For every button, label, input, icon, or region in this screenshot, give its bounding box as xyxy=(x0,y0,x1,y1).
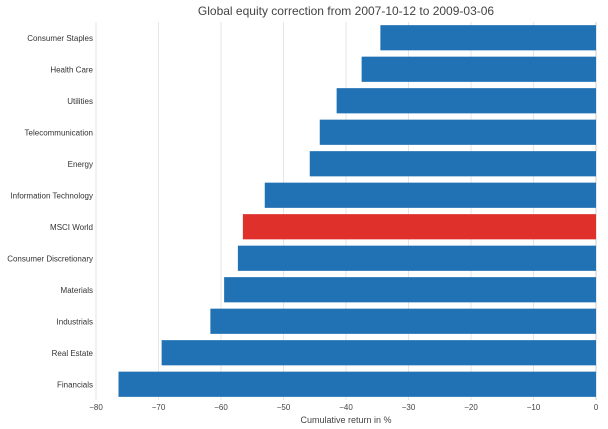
bar[interactable] xyxy=(380,25,596,51)
x-tick-label: 0 xyxy=(594,403,599,412)
category-label: Consumer Staples xyxy=(27,34,93,43)
bar[interactable] xyxy=(361,56,596,82)
category-label: Industrials xyxy=(57,317,93,326)
category-label: MSCI World xyxy=(50,223,93,232)
x-tick-label: −30 xyxy=(402,403,416,412)
category-labels: Consumer Staples Health Care Utilities Tele… xyxy=(7,34,93,390)
x-tick-label: −70 xyxy=(152,403,166,412)
bar[interactable] xyxy=(161,340,596,366)
bar[interactable] xyxy=(264,182,596,208)
category-label: Health Care xyxy=(50,65,93,74)
x-tick-label: −10 xyxy=(527,403,541,412)
bar[interactable] xyxy=(336,88,596,114)
category-label: Real Estate xyxy=(52,349,94,358)
bar[interactable] xyxy=(309,151,596,177)
x-tick-label: −80 xyxy=(89,403,103,412)
bar[interactable] xyxy=(319,119,596,145)
x-tick-label: −20 xyxy=(464,403,478,412)
category-label: Information Technology xyxy=(10,191,93,200)
category-label: Utilities xyxy=(67,97,93,106)
category-label: Telecommunication xyxy=(25,128,93,137)
x-tick-label: −60 xyxy=(214,403,228,412)
bar[interactable] xyxy=(118,371,597,397)
grid-lines xyxy=(95,22,597,400)
x-axis-ticks: −80 −70 −60 −50 −40 −30 −20 −10 0 xyxy=(89,403,599,412)
bar[interactable] xyxy=(237,245,596,271)
x-tick-label: −50 xyxy=(277,403,291,412)
category-label: Consumer Discretionary xyxy=(7,254,93,263)
bar[interactable] xyxy=(210,308,596,334)
chart-title: Global equity correction from 2007-10-12… xyxy=(198,4,495,18)
category-label: Energy xyxy=(68,160,93,169)
x-tick-label: −40 xyxy=(339,403,353,412)
x-axis-title: Cumulative return in % xyxy=(300,415,391,425)
category-label: Materials xyxy=(61,286,93,295)
bar[interactable] xyxy=(224,277,596,303)
category-label: Financials xyxy=(57,380,93,389)
bar[interactable] xyxy=(242,214,596,240)
bars xyxy=(118,25,597,397)
